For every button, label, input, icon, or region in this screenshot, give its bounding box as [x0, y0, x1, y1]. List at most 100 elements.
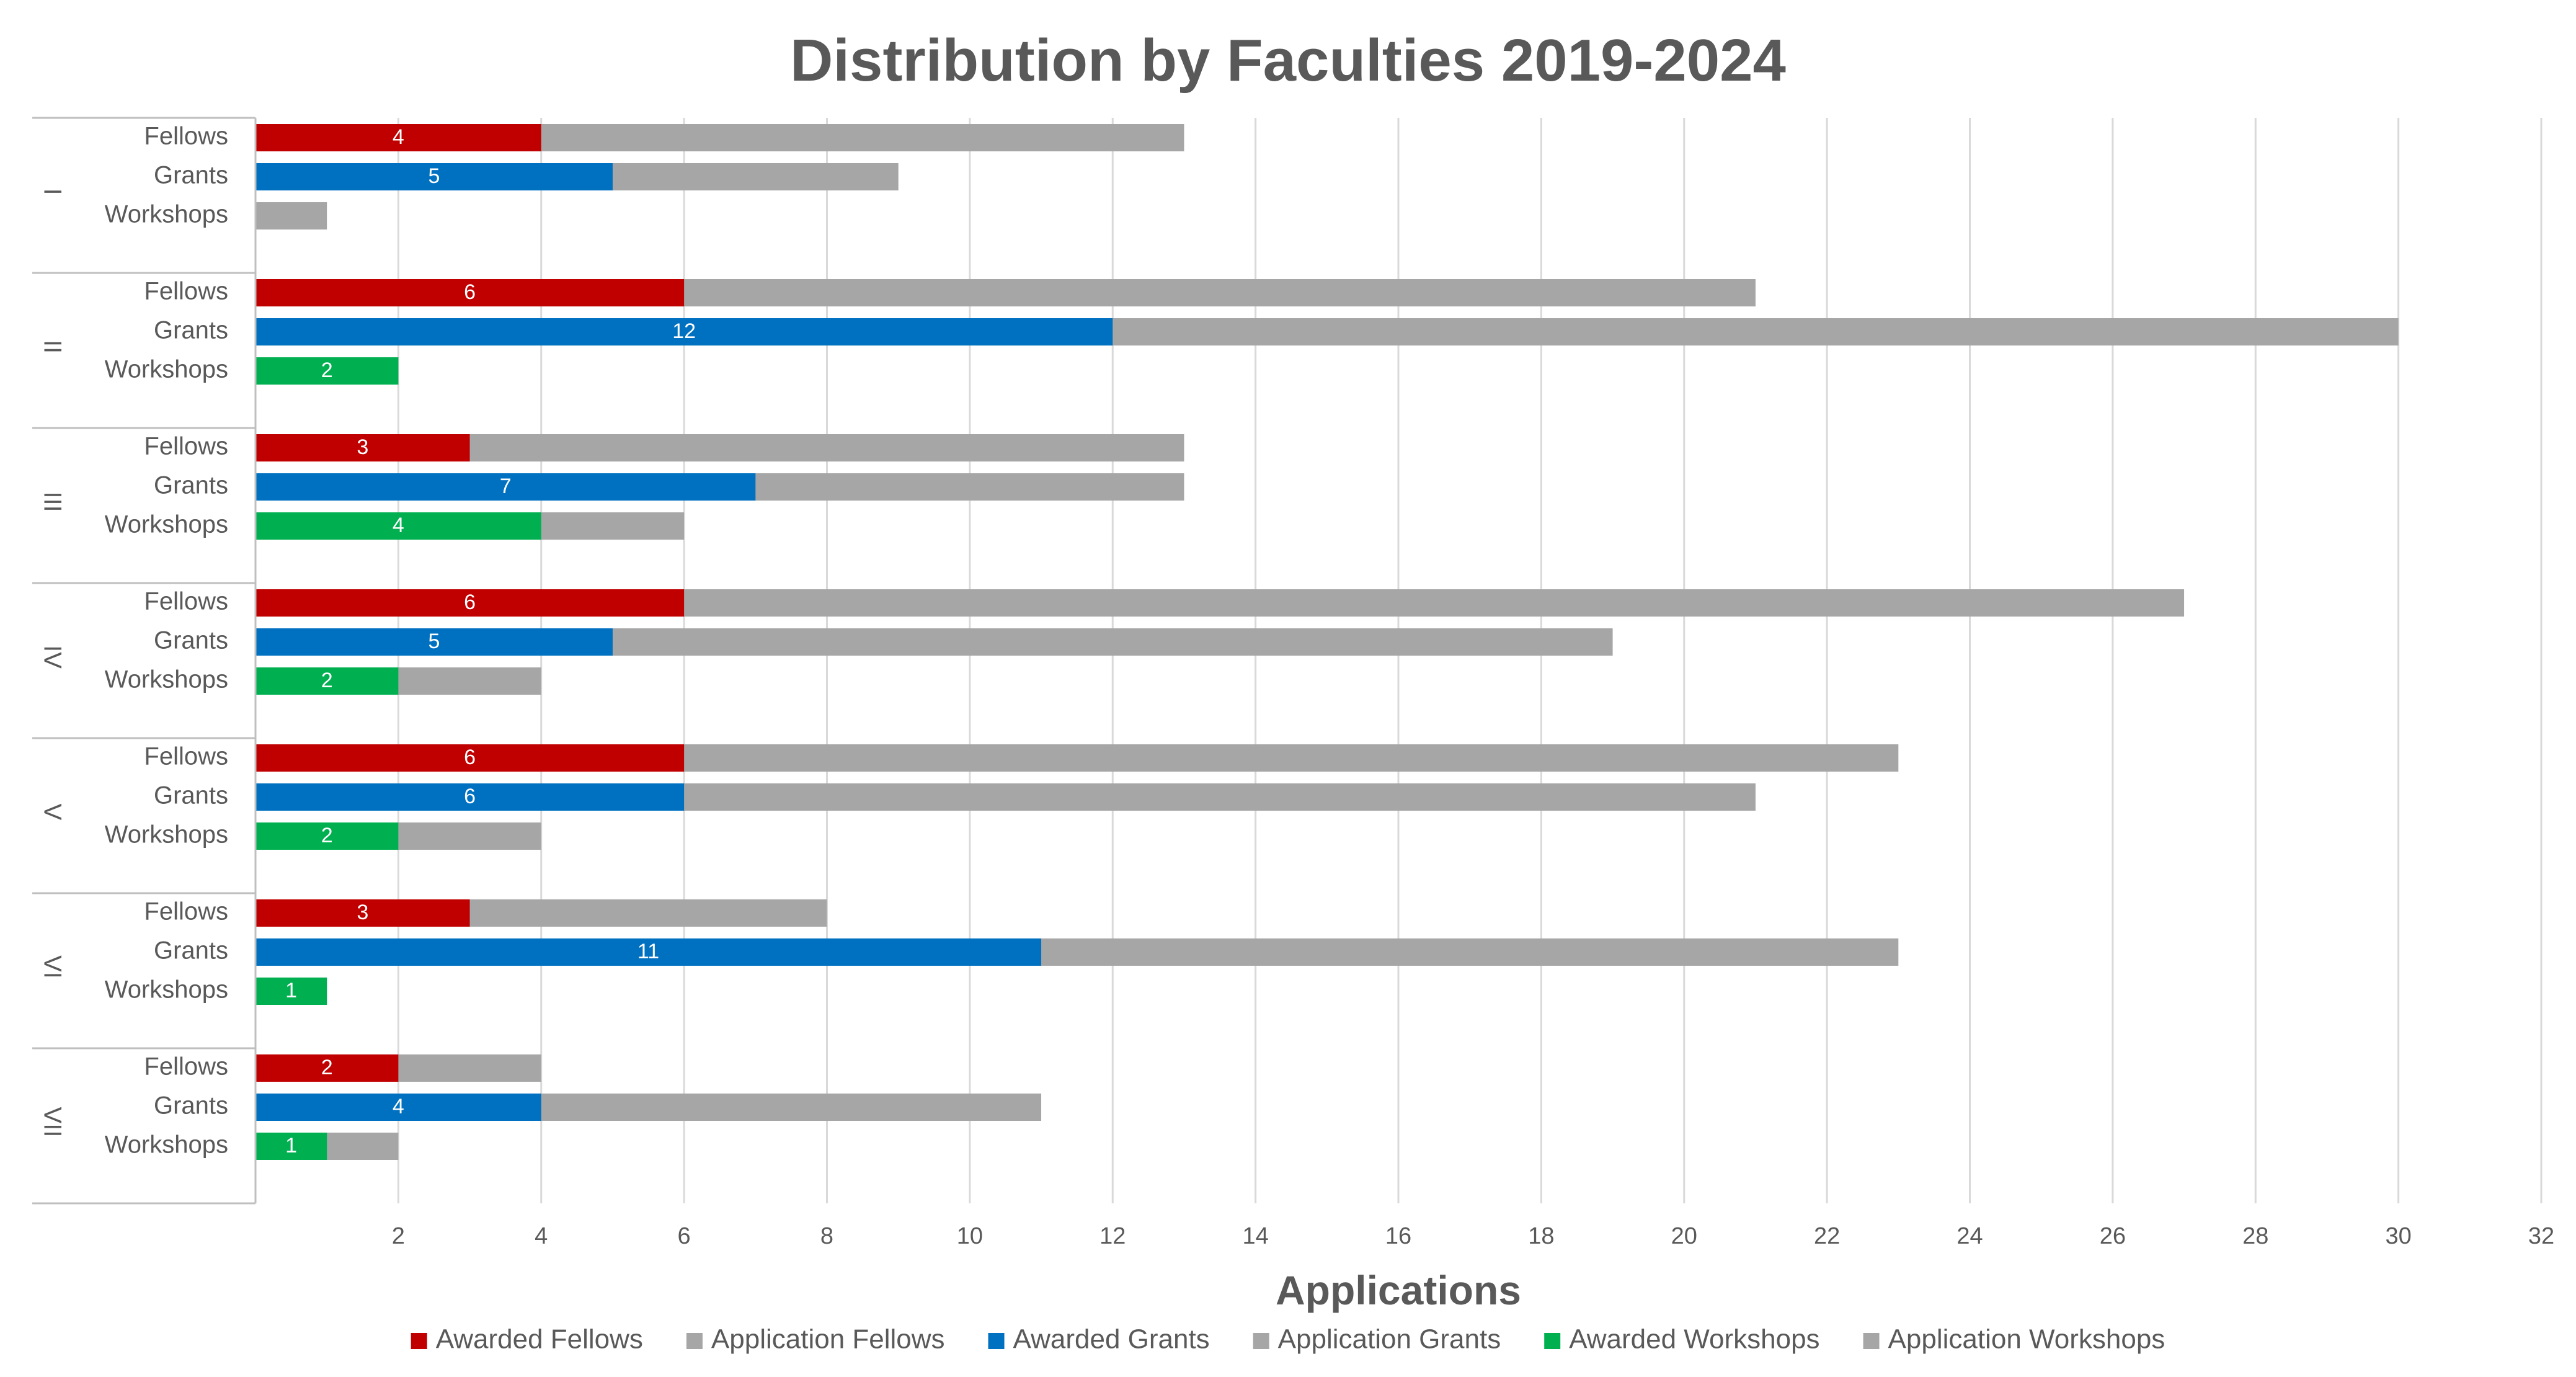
data-label: 6 [464, 590, 476, 614]
category-label: Grants [154, 627, 228, 654]
data-label: 5 [429, 164, 440, 188]
data-label: 4 [393, 514, 404, 537]
x-tick-label: 6 [678, 1223, 691, 1249]
chart-title: Distribution by Faculties 2019-2024 [790, 27, 1786, 94]
x-tick-label: 8 [820, 1223, 833, 1249]
category-label: Fellows [144, 1053, 228, 1081]
category-label: Fellows [144, 588, 228, 615]
data-label: 1 [285, 979, 297, 1002]
x-tick-label: 28 [2242, 1223, 2268, 1249]
x-tick-label: 22 [1814, 1223, 1840, 1249]
legend-swatch [1253, 1333, 1269, 1349]
x-tick-label: 20 [1671, 1223, 1697, 1249]
data-label: 4 [393, 125, 404, 149]
data-label: 2 [321, 1056, 333, 1079]
category-label: Grants [154, 317, 228, 344]
group-label: VI [38, 955, 66, 979]
x-tick-label: 30 [2385, 1223, 2411, 1249]
data-label: 3 [357, 901, 368, 924]
legend-label: Awarded Fellows [436, 1324, 643, 1355]
bar-awarded [255, 473, 756, 501]
x-axis-title: Applications [1276, 1267, 1521, 1313]
x-tick-label: 16 [1385, 1223, 1411, 1249]
legend: Awarded Fellows Application Fellows Awarde… [411, 1324, 2165, 1355]
bar-awarded [255, 512, 541, 540]
bar-awarded [255, 744, 685, 772]
category-label: Workshops [105, 821, 228, 849]
legend-label: Application Fellows [711, 1324, 945, 1355]
bar-awarded [255, 318, 1113, 345]
legend-swatch [411, 1333, 427, 1349]
category-label: Grants [154, 162, 228, 189]
bar-awarded [255, 978, 327, 1005]
axes: 2 4 6 8 10 12 14 16 18 20 22 24 26 28 30 32IFellowsGran… [32, 117, 2554, 1249]
x-tick-label: 2 [392, 1223, 405, 1249]
group-label: III [38, 491, 66, 512]
bar-awarded [255, 1094, 541, 1121]
data-label: 2 [321, 669, 333, 692]
category-label: Workshops [105, 511, 228, 538]
legend-swatch [1863, 1333, 1880, 1349]
category-label: Fellows [144, 278, 228, 305]
category-label: Fellows [144, 743, 228, 770]
legend-swatch [686, 1333, 703, 1349]
data-label: 1 [285, 1134, 297, 1157]
bar-awarded [255, 434, 470, 461]
group-label: IV [38, 645, 66, 669]
data-label: 3 [357, 435, 368, 459]
x-tick-label: 32 [2528, 1223, 2554, 1249]
category-label: Grants [154, 782, 228, 809]
data-label: 5 [429, 630, 440, 653]
category-label: Workshops [105, 1131, 228, 1159]
legend-swatch [988, 1333, 1005, 1349]
bar-awarded [255, 899, 470, 927]
bar-application [255, 202, 327, 230]
data-label: 6 [464, 280, 476, 304]
bar-awarded [255, 357, 399, 385]
category-label: Workshops [105, 976, 228, 1004]
data-label: 11 [637, 940, 659, 963]
x-tick-label: 26 [2100, 1223, 2126, 1249]
x-tick-label: 14 [1242, 1223, 1268, 1249]
group-label: VII [38, 1107, 66, 1138]
data-label: 6 [464, 785, 476, 808]
bar-awarded [255, 124, 541, 151]
legend-label: Application Workshops [1888, 1324, 2165, 1355]
data-label: 2 [321, 359, 333, 382]
x-tick-label: 10 [957, 1223, 983, 1249]
bar-awarded [255, 589, 685, 617]
category-label: Grants [154, 472, 228, 499]
x-tick-label: 12 [1099, 1223, 1126, 1249]
data-label: 4 [393, 1095, 404, 1118]
category-label: Fellows [144, 898, 228, 925]
category-label: Grants [154, 1092, 228, 1120]
bar-awarded [255, 1133, 327, 1160]
group-label: II [38, 340, 66, 354]
data-label: 2 [321, 824, 333, 847]
bar-awarded [255, 279, 685, 306]
legend-swatch [1544, 1333, 1561, 1349]
category-label: Workshops [105, 666, 228, 693]
category-label: Workshops [105, 201, 228, 228]
bar-awarded [255, 822, 399, 850]
legend-label: Application Grants [1278, 1324, 1501, 1355]
category-label: Grants [154, 937, 228, 965]
x-tick-label: 4 [535, 1223, 548, 1249]
legend-label: Awarded Grants [1013, 1324, 1210, 1355]
group-label: I [38, 188, 66, 195]
bar-awarded [255, 667, 399, 695]
x-tick-label: 18 [1528, 1223, 1554, 1249]
category-label: Workshops [105, 356, 228, 383]
bar-awarded [255, 628, 613, 656]
bar-awarded [255, 783, 685, 811]
bar-awarded [255, 163, 613, 190]
data-label: 7 [500, 475, 512, 498]
bar-awarded [255, 938, 1042, 966]
legend-label: Awarded Workshops [1569, 1324, 1819, 1355]
category-label: Fellows [144, 123, 228, 150]
data-label: 6 [464, 746, 476, 769]
x-tick-label: 24 [1956, 1223, 1983, 1249]
category-label: Fellows [144, 433, 228, 460]
